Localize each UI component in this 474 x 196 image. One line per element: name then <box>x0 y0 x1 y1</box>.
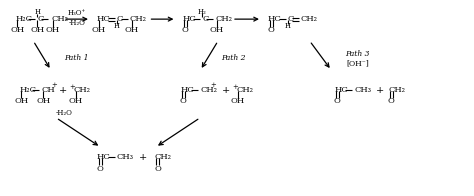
Text: OH: OH <box>125 26 139 34</box>
Text: O: O <box>267 26 274 34</box>
Text: CH₂: CH₂ <box>301 15 318 23</box>
Text: H₂C: H₂C <box>19 86 36 94</box>
Text: O: O <box>96 165 103 173</box>
Text: OH: OH <box>30 26 44 34</box>
Text: CH: CH <box>41 86 55 94</box>
Text: H: H <box>34 8 40 16</box>
Text: OH: OH <box>46 26 60 34</box>
Text: -H₂O: -H₂O <box>55 109 73 117</box>
Text: +: + <box>138 153 147 162</box>
Text: CH₂: CH₂ <box>74 86 91 94</box>
Text: H₂C: H₂C <box>15 15 32 23</box>
Text: +: + <box>210 81 216 89</box>
Text: CH₂: CH₂ <box>200 86 217 94</box>
Text: +: + <box>69 83 75 91</box>
Text: O: O <box>388 97 394 105</box>
Text: Path 3: Path 3 <box>345 50 370 58</box>
Text: C: C <box>37 15 44 23</box>
Text: CH₂: CH₂ <box>155 153 172 161</box>
Text: HC: HC <box>182 15 196 23</box>
Text: OH: OH <box>36 97 50 105</box>
Text: HC: HC <box>180 86 194 94</box>
Text: +: + <box>222 86 230 95</box>
Text: Path 2: Path 2 <box>221 54 245 62</box>
Text: +: + <box>51 81 57 89</box>
Text: CH₃: CH₃ <box>117 153 134 161</box>
Text: CH₂: CH₂ <box>388 86 405 94</box>
Text: CH₂: CH₂ <box>51 15 68 23</box>
Text: C: C <box>202 15 209 23</box>
Text: C: C <box>117 15 123 23</box>
Text: H₃O⁺: H₃O⁺ <box>68 9 86 17</box>
Text: HC: HC <box>97 153 110 161</box>
Text: CH₃: CH₃ <box>354 86 371 94</box>
Text: O: O <box>180 97 187 105</box>
Text: +: + <box>232 83 238 91</box>
Text: OH: OH <box>69 97 83 105</box>
Text: OH: OH <box>14 97 28 105</box>
Text: O: O <box>334 97 341 105</box>
Text: OH: OH <box>210 26 224 34</box>
Text: HC: HC <box>335 86 348 94</box>
Text: C: C <box>288 15 294 23</box>
Text: -H₂O: -H₂O <box>69 19 85 27</box>
Text: +: + <box>59 86 67 95</box>
Text: OH: OH <box>91 26 106 34</box>
Text: [OH⁻]: [OH⁻] <box>346 60 369 67</box>
Text: HC: HC <box>268 15 282 23</box>
Text: CH₂: CH₂ <box>129 15 146 23</box>
Text: OH: OH <box>10 26 25 34</box>
Text: O: O <box>182 26 189 34</box>
Text: O: O <box>154 165 161 173</box>
Text: CH₂: CH₂ <box>215 15 232 23</box>
Text: H: H <box>114 22 120 30</box>
Text: Path 1: Path 1 <box>64 54 88 62</box>
Text: OH: OH <box>231 97 245 105</box>
Text: H₂: H₂ <box>198 8 207 16</box>
Text: H: H <box>285 22 291 30</box>
Text: HC: HC <box>97 15 110 23</box>
Text: CH₂: CH₂ <box>236 86 253 94</box>
Text: +: + <box>376 86 384 95</box>
